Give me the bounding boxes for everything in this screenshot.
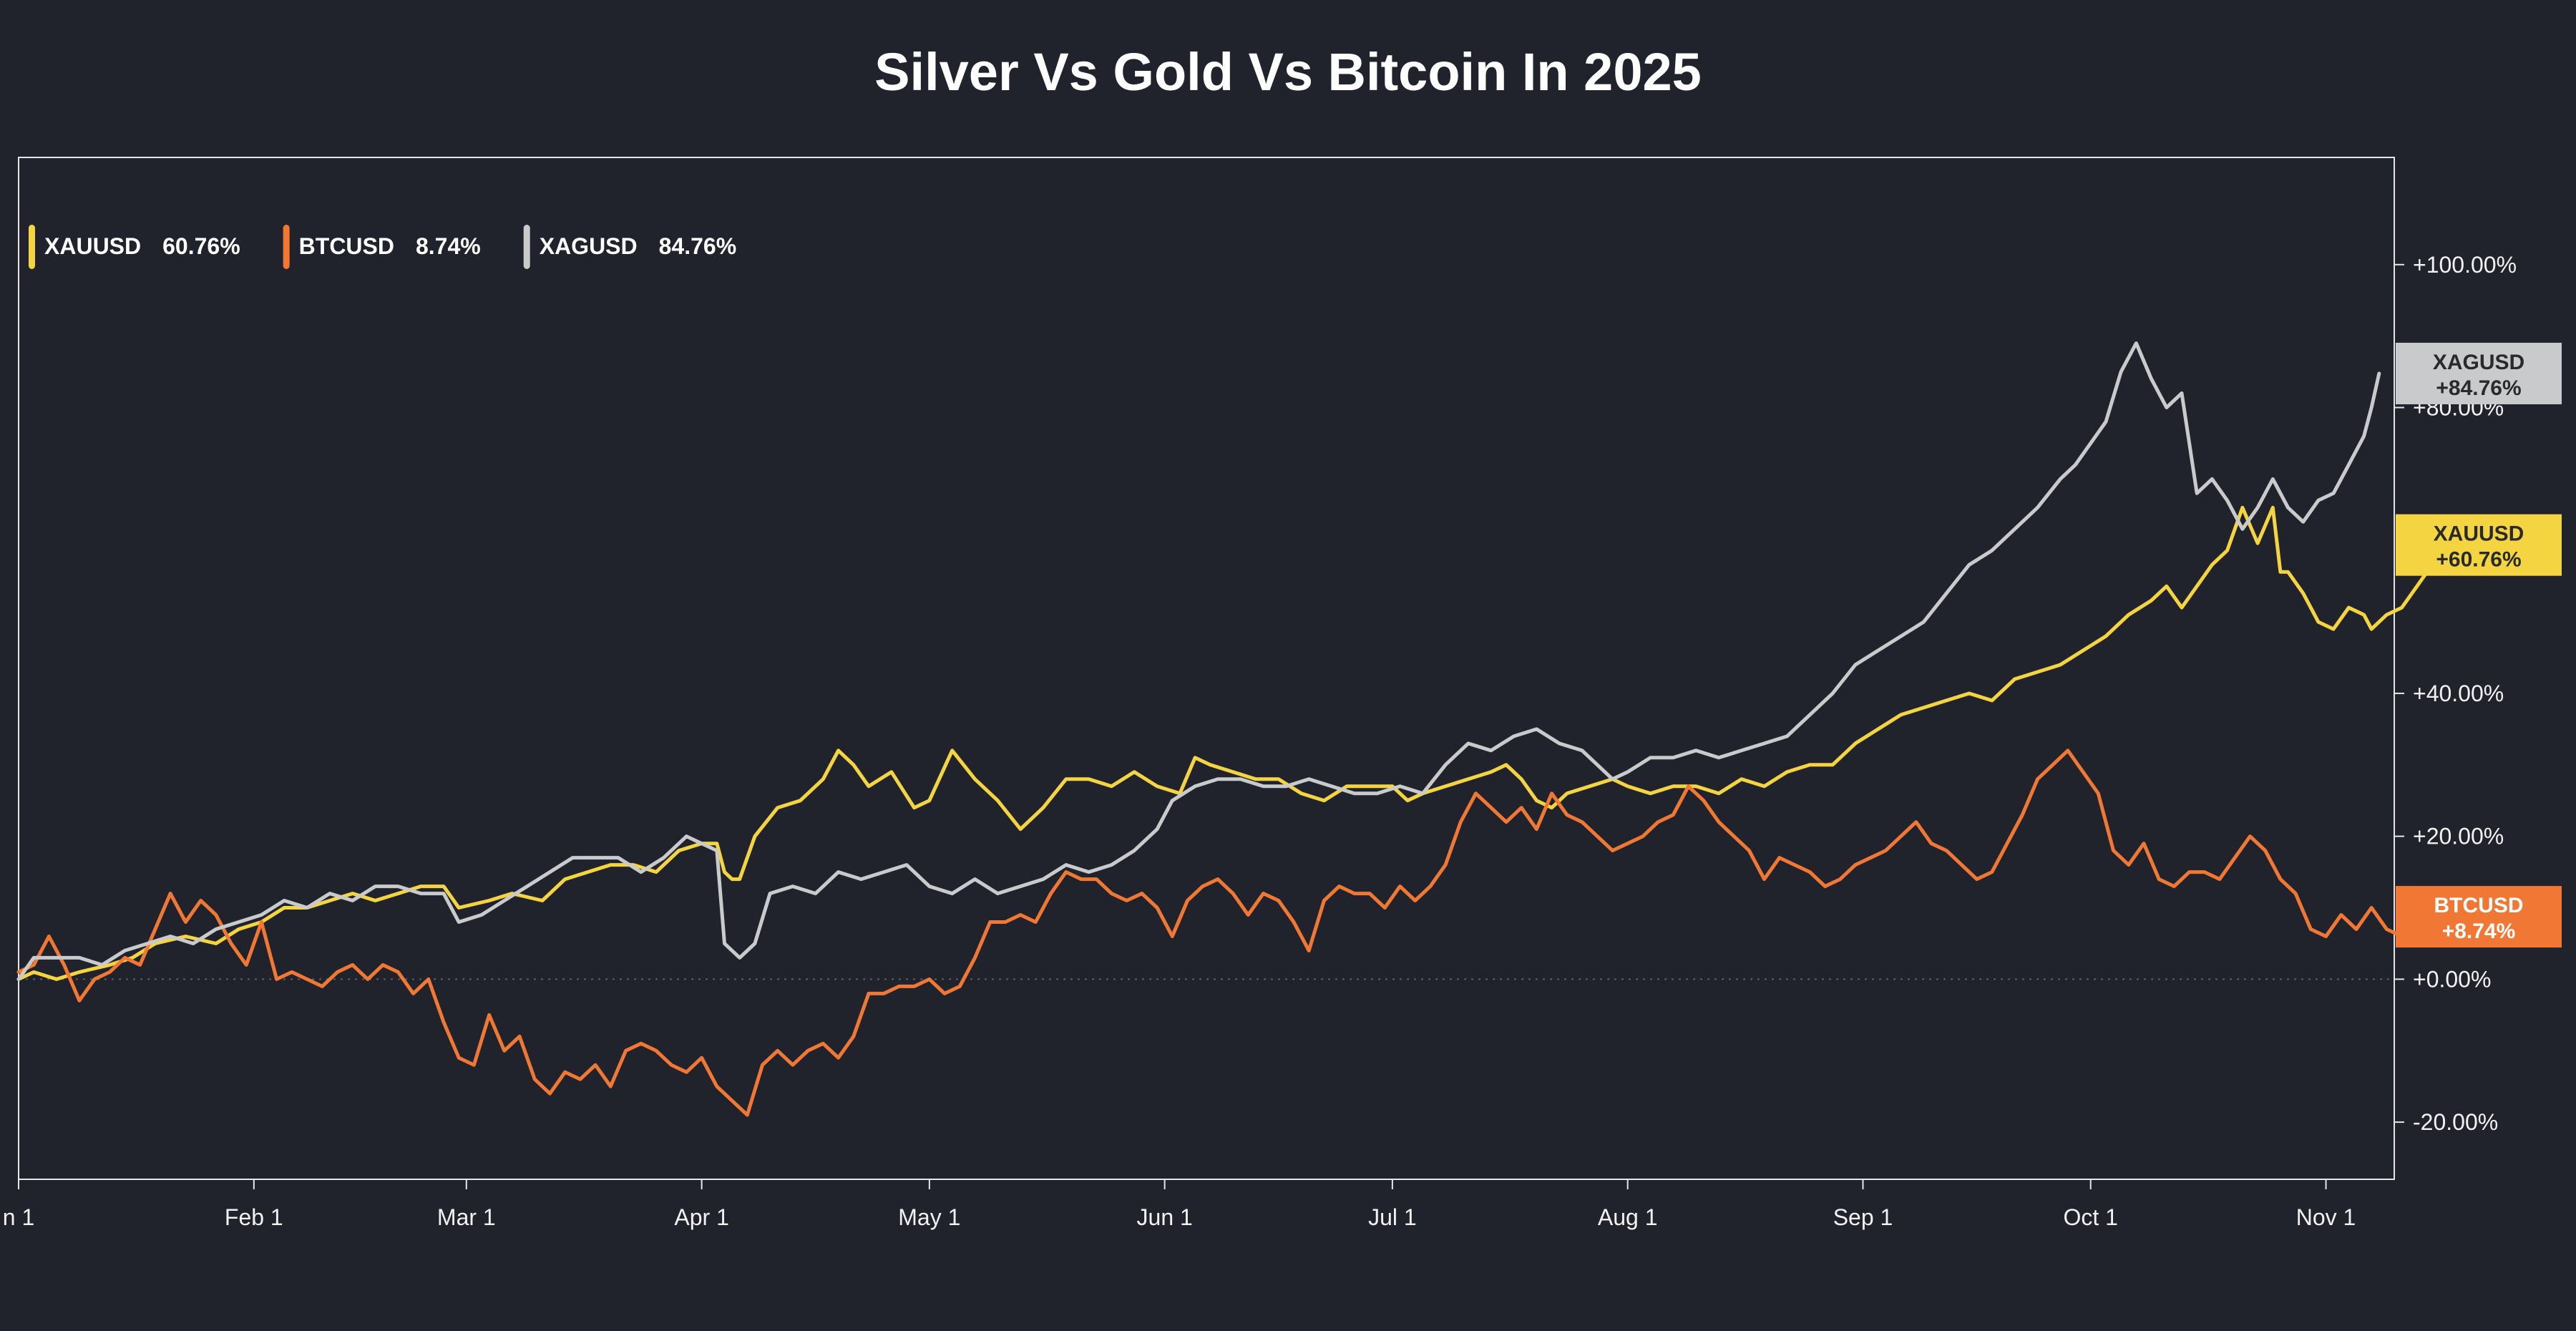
y-tick-label: +20.00% bbox=[2413, 824, 2504, 849]
legend-item-btcusd[interactable]: BTCUSD 8.74% bbox=[283, 225, 481, 269]
plot-frame bbox=[18, 157, 2395, 1180]
badge-value: +84.76% bbox=[2436, 376, 2521, 400]
x-tick-label: Oct 1 bbox=[2063, 1204, 2117, 1230]
price-badge-btcusd: BTCUSD +8.74% bbox=[2396, 886, 2562, 948]
x-tick-label: Aug 1 bbox=[1598, 1204, 1658, 1230]
y-tick-label: +40.00% bbox=[2413, 681, 2504, 706]
legend-name: XAGUSD bbox=[540, 233, 638, 259]
badge-value: +8.74% bbox=[2442, 920, 2516, 943]
legend-swatch bbox=[283, 225, 290, 269]
legend-swatch bbox=[523, 225, 530, 269]
y-tick-label: +100.00% bbox=[2413, 252, 2517, 278]
legend-name: BTCUSD bbox=[299, 233, 394, 259]
y-axis: -20.00%+0.00%+20.00%+40.00%+80.00%+100.0… bbox=[2394, 252, 2517, 1135]
series-line-xauusd bbox=[16, 505, 2442, 981]
x-tick-label: Mar 1 bbox=[437, 1204, 496, 1230]
badge-background bbox=[2396, 514, 2562, 576]
series-layer bbox=[16, 341, 2442, 1117]
badge-symbol: BTCUSD bbox=[2434, 894, 2524, 917]
legend-name: XAUUSD bbox=[44, 233, 141, 259]
x-axis: n 1 Feb 1 Mar 1 Apr 1 May 1 Jun 1 Jul 1 Aug 1 Se… bbox=[3, 1179, 2356, 1230]
price-badge-xauusd: XAUUSD+60.76% bbox=[2396, 514, 2562, 576]
series-line-btcusd bbox=[16, 749, 2419, 1117]
legend-value: 84.76% bbox=[659, 233, 737, 259]
x-tick-label: Nov 1 bbox=[2296, 1204, 2356, 1230]
x-tick-label: Feb 1 bbox=[225, 1204, 283, 1230]
legend-swatch bbox=[29, 225, 35, 269]
legend-value: 60.76% bbox=[162, 233, 240, 259]
x-tick-label: May 1 bbox=[898, 1204, 960, 1230]
x-tick-label: Jul 1 bbox=[1368, 1204, 1417, 1230]
x-tick-label: Apr 1 bbox=[674, 1204, 728, 1230]
legend-value: 8.74% bbox=[416, 233, 481, 259]
y-tick-label: +0.00% bbox=[2413, 966, 2491, 992]
chart-title: Silver Vs Gold Vs Bitcoin In 2025 bbox=[874, 42, 1702, 102]
badge-symbol: XAGUSD bbox=[2433, 351, 2524, 374]
badge-background bbox=[2396, 342, 2562, 404]
series-line-xagusd bbox=[16, 341, 2381, 981]
y-tick-label: -20.00% bbox=[2413, 1109, 2498, 1135]
badge-background bbox=[2396, 886, 2562, 948]
x-tick-label: Jun 1 bbox=[1137, 1204, 1193, 1230]
badge-symbol: XAUUSD bbox=[2434, 522, 2524, 546]
x-tick-label: Sep 1 bbox=[1833, 1204, 1893, 1230]
price-badges: XAUUSD+60.76% BTCUSD +8.74% XAGUSD+84.76% bbox=[2396, 342, 2562, 948]
legend-item-xauusd[interactable]: XAUUSD 60.76% bbox=[29, 225, 240, 269]
x-tick-label: n 1 bbox=[3, 1204, 34, 1230]
price-badge-xagusd: XAGUSD+84.76% bbox=[2396, 342, 2562, 404]
legend: XAUUSD 60.76% BTCUSD 8.74% XAGUSD 84.76% bbox=[29, 225, 736, 269]
badge-value: +60.76% bbox=[2436, 548, 2521, 572]
legend-item-xagusd[interactable]: XAGUSD 84.76% bbox=[523, 225, 737, 269]
